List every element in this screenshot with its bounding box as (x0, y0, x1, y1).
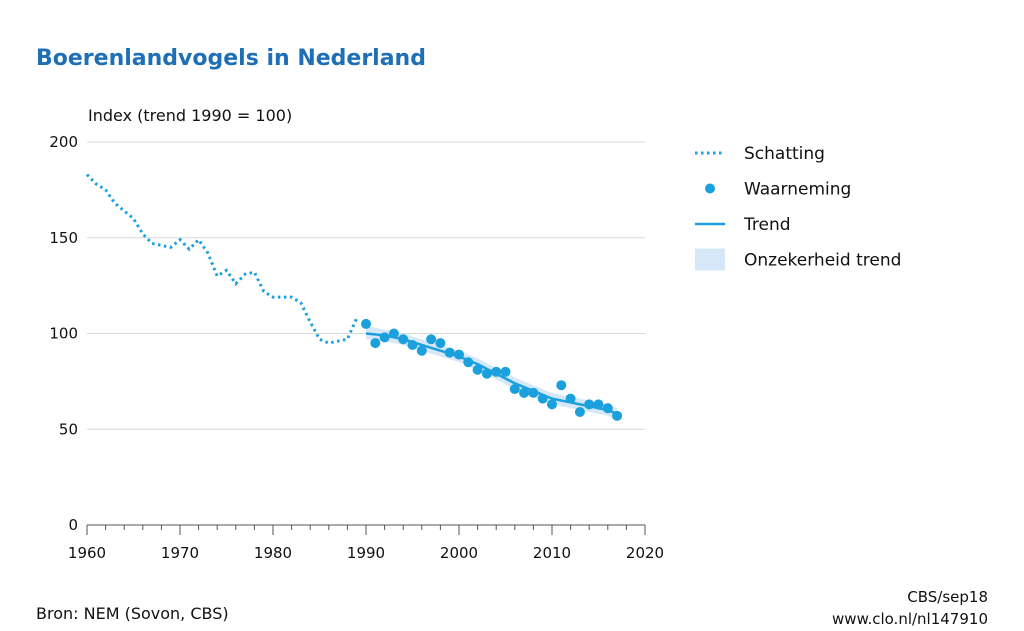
y-tick-label-0: 0 (68, 516, 78, 534)
waarneming-point-2017 (612, 410, 623, 421)
legend-label-waarneming: Waarneming (744, 180, 851, 200)
waarneming-point-1990 (361, 318, 371, 329)
waarneming-point-2011 (556, 380, 567, 391)
x-tick-label-2010: 2010 (533, 544, 571, 562)
waarneming-point-1994 (398, 334, 409, 345)
waarneming-point-1995 (407, 339, 418, 350)
x-tick-label-2020: 2020 (626, 544, 664, 562)
legend-swatch-onzekerheid-trend (695, 248, 725, 271)
waarneming-point-2013 (574, 407, 585, 418)
x-tick-label-1960: 1960 (68, 544, 106, 562)
x-tick-label-1980: 1980 (254, 544, 292, 562)
x-tick-label-1970: 1970 (161, 544, 199, 562)
waarneming-point-2009 (537, 393, 548, 404)
series-schatting-line (85, 173, 359, 345)
waarneming-point-2015 (593, 399, 604, 410)
waarneming-point-1997 (426, 334, 437, 345)
waarneming-point-1991 (370, 338, 381, 349)
legend-label-schatting: Schatting (744, 144, 825, 164)
y-tick-label-200: 200 (49, 133, 78, 151)
waarneming-point-2003 (481, 368, 492, 379)
waarneming-point-2005 (500, 366, 511, 377)
y-tick-label-50: 50 (59, 420, 78, 438)
waarneming-point-2004 (491, 366, 502, 377)
waarneming-point-2007 (519, 387, 530, 398)
waarneming-point-2002 (472, 364, 483, 375)
axes: 0 50 100 150 200 1960 1970 1980 1990 2000 2010 2020 (49, 133, 664, 562)
waarneming-point-2006 (509, 384, 520, 395)
source-note: Bron: NEM (Sovon, CBS) (36, 604, 229, 623)
waarneming-point-1998 (435, 338, 446, 349)
chart-title: Boerenlandvogels in Nederland (36, 46, 426, 71)
legend-label-trend: Trend (743, 215, 791, 235)
waarneming-point-2000 (454, 349, 464, 360)
legend-label-onzekerheid-trend: Onzekerheid trend (744, 251, 901, 271)
waarneming-point-2008 (528, 387, 539, 398)
waarneming-point-2016 (602, 403, 613, 414)
legend: Schatting Waarneming Trend Onzekerheid tren… (695, 144, 901, 271)
y-axis-label: Index (trend 1990 = 100) (88, 106, 293, 125)
waarneming-point-1992 (379, 332, 390, 343)
waarneming-point-1999 (444, 347, 455, 358)
waarneming-point-2010 (547, 399, 557, 410)
legend-swatch-waarneming (705, 183, 715, 194)
waarneming-point-1996 (416, 345, 427, 356)
waarneming-point-2012 (565, 393, 576, 404)
x-tick-label-1990: 1990 (347, 544, 385, 562)
waarneming-point-1993 (388, 328, 399, 339)
y-tick-label-100: 100 (49, 325, 78, 343)
y-tick-label-150: 150 (49, 229, 78, 247)
credit-date: CBS/sep18 (907, 588, 988, 606)
credit-note: CBS/sep18 www.clo.nl/nl147910 (832, 586, 988, 630)
waarneming-point-2014 (584, 399, 595, 410)
x-tick-label-2000: 2000 (440, 544, 478, 562)
credit-url: www.clo.nl/nl147910 (832, 610, 988, 628)
series-layer (85, 173, 623, 421)
waarneming-point-2001 (463, 357, 474, 368)
